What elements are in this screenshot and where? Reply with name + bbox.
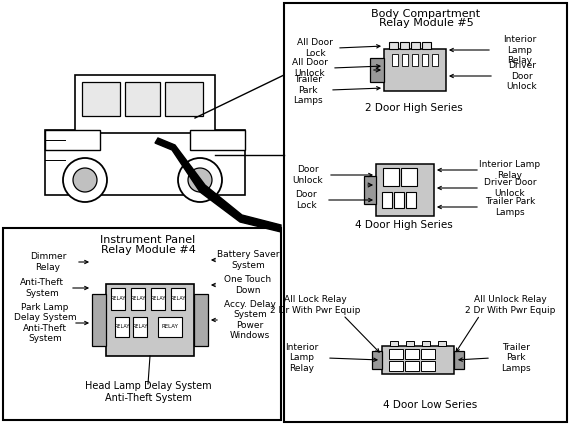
Text: Park Lamp
Delay System
Anti-Theft
System: Park Lamp Delay System Anti-Theft System (14, 303, 76, 343)
Text: One Touch
Down: One Touch Down (225, 275, 271, 295)
Circle shape (63, 158, 107, 202)
Text: 2 Door High Series: 2 Door High Series (365, 103, 463, 113)
Bar (151, 288, 165, 310)
Text: Interior Lamp
Relay: Interior Lamp Relay (479, 160, 540, 180)
Bar (438, 341, 446, 346)
Circle shape (73, 168, 97, 192)
Text: 4 Door Low Series: 4 Door Low Series (383, 400, 477, 410)
Bar (394, 192, 404, 208)
Circle shape (178, 158, 222, 202)
Text: RELAY: RELAY (131, 297, 146, 301)
Bar (115, 317, 129, 337)
Text: Anti-Theft
System: Anti-Theft System (20, 278, 64, 298)
Bar (421, 361, 435, 371)
Bar (106, 284, 194, 356)
Text: RELAY: RELAY (111, 297, 126, 301)
Text: Trailer
Park
Lamps: Trailer Park Lamps (501, 343, 531, 373)
Text: Instrument Panel: Instrument Panel (100, 235, 196, 245)
Text: RELAY: RELAY (161, 325, 178, 329)
Text: Head Lamp Delay System
Anti-Theft System: Head Lamp Delay System Anti-Theft System (85, 381, 211, 403)
Bar (194, 294, 208, 346)
Bar (82, 82, 120, 116)
Bar (432, 54, 438, 66)
Bar (364, 176, 376, 204)
Bar (400, 42, 409, 49)
Bar (402, 54, 408, 66)
Bar (401, 168, 417, 186)
Bar (284, 3, 567, 422)
Text: Relay Module #5: Relay Module #5 (378, 18, 473, 28)
Text: Battery Saver
System: Battery Saver System (217, 250, 279, 270)
Circle shape (188, 168, 212, 192)
Text: Body Compartment: Body Compartment (372, 9, 481, 19)
Text: Door
Lock: Door Lock (295, 190, 317, 210)
Bar (410, 42, 420, 49)
Bar (3, 228, 281, 420)
Text: Trailer Park
Lamps: Trailer Park Lamps (485, 197, 535, 217)
Bar (92, 294, 106, 346)
Text: Driver
Door
Unlock: Driver Door Unlock (507, 61, 538, 91)
Bar (406, 192, 416, 208)
Bar (111, 288, 125, 310)
Bar (171, 288, 185, 310)
Text: Door
Unlock: Door Unlock (292, 165, 323, 185)
Text: Dimmer
Relay: Dimmer Relay (30, 252, 66, 272)
Bar (412, 54, 418, 66)
Bar (384, 49, 446, 91)
Text: Trailer
Park
Lamps: Trailer Park Lamps (293, 75, 323, 105)
Bar (133, 317, 147, 337)
Text: Relay Module #4: Relay Module #4 (100, 245, 196, 255)
Bar (406, 341, 414, 346)
Bar (390, 341, 398, 346)
Text: 4 Door High Series: 4 Door High Series (355, 220, 453, 230)
Bar (389, 349, 403, 359)
Bar (372, 351, 382, 369)
Text: Interior
Lamp
Relay: Interior Lamp Relay (503, 35, 536, 65)
Bar (422, 54, 428, 66)
Bar (383, 168, 399, 186)
Bar (389, 361, 403, 371)
Bar (382, 346, 454, 374)
Text: Driver Door
Unlock: Driver Door Unlock (484, 178, 536, 198)
Bar (405, 361, 419, 371)
Text: RELAY: RELAY (132, 325, 148, 329)
Bar (389, 42, 397, 49)
Bar (405, 349, 419, 359)
Text: Accy. Delay
System
Power
Windows: Accy. Delay System Power Windows (224, 300, 276, 340)
Text: All Lock Relay
2 Dr With Pwr Equip: All Lock Relay 2 Dr With Pwr Equip (270, 295, 360, 314)
Text: All Unlock Relay
2 Dr With Pwr Equip: All Unlock Relay 2 Dr With Pwr Equip (465, 295, 555, 314)
Bar (190, 130, 245, 150)
Bar (454, 351, 464, 369)
Text: RELAY: RELAY (150, 297, 166, 301)
Text: RELAY: RELAY (170, 297, 186, 301)
Bar (382, 192, 392, 208)
Bar (165, 82, 203, 116)
Bar (392, 54, 398, 66)
Bar (45, 130, 100, 150)
Bar (131, 288, 145, 310)
Bar (75, 75, 215, 133)
Bar (422, 341, 430, 346)
Text: RELAY: RELAY (115, 325, 130, 329)
Bar (421, 349, 435, 359)
Text: Interior
Lamp
Relay: Interior Lamp Relay (286, 343, 319, 373)
Text: All Door
Unlock: All Door Unlock (292, 58, 328, 78)
Bar (376, 164, 434, 216)
Bar (45, 130, 245, 195)
Bar (158, 317, 182, 337)
Polygon shape (155, 138, 281, 232)
Bar (421, 42, 430, 49)
Bar (370, 58, 384, 82)
Bar (125, 82, 160, 116)
Text: All Door
Lock: All Door Lock (297, 38, 333, 58)
